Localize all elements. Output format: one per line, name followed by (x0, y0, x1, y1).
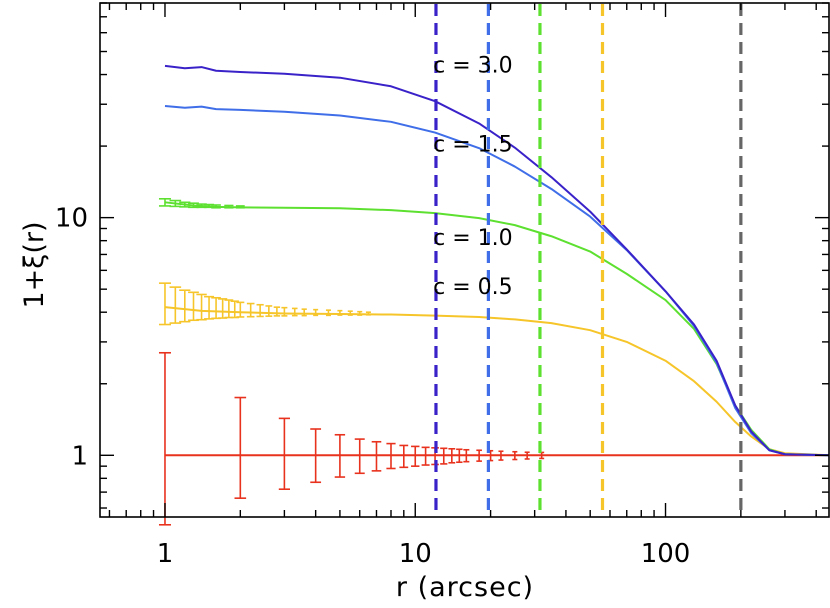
error-bar (211, 204, 221, 209)
error-bar (235, 205, 245, 209)
vertical-markers (434, 4, 743, 516)
error-bar (291, 307, 298, 317)
error-bar (281, 306, 288, 317)
series-line-c-1-5 (164, 104, 830, 457)
series-line-c-3-0 (164, 64, 830, 457)
error-bar (524, 451, 530, 460)
error-bars (158, 198, 545, 526)
error-bar (421, 446, 430, 466)
error-bar (440, 447, 448, 465)
series-label: c = 1.0 (433, 226, 513, 251)
error-bar (399, 444, 409, 469)
tick-labels: 1 10 100 1 10 (55, 204, 690, 569)
error-bar (448, 447, 456, 464)
error-bar (354, 438, 365, 475)
series-label: c = 1.5 (433, 133, 513, 158)
series-labels: c = 3.0 c = 1.5 c = 1.0 c = 0.5 (433, 54, 513, 300)
error-bar (158, 198, 171, 207)
x-tick-label: 1 (157, 539, 174, 569)
series-label: c = 3.0 (433, 54, 513, 79)
x-tick-label: 10 (399, 539, 432, 569)
error-bar (196, 293, 207, 321)
series-label: c = 0.5 (433, 275, 513, 300)
error-bar (325, 309, 331, 317)
error-bar (357, 310, 363, 316)
error-bar (498, 450, 504, 461)
error-bar (188, 291, 199, 322)
error-bar (334, 433, 346, 478)
error-bar (371, 440, 382, 472)
error-bar (158, 351, 171, 526)
error-bar (265, 305, 273, 317)
error-bar (236, 301, 245, 318)
y-axis-label: 1+ξ(r) (19, 221, 50, 308)
error-bar (463, 448, 470, 463)
x-tick-label: 100 (641, 539, 691, 569)
error-bar (158, 282, 171, 326)
error-bar (301, 308, 307, 317)
error-bar (234, 396, 247, 499)
error-bar (211, 296, 221, 320)
error-bar (256, 303, 264, 318)
error-bar (386, 442, 396, 470)
series-line-c-0-5 (164, 306, 830, 457)
error-bar (310, 428, 322, 484)
error-bar (512, 450, 518, 461)
x-axis-label: r (arcsec) (396, 572, 534, 603)
error-bar (456, 448, 463, 464)
error-bar (204, 295, 215, 320)
plot-frame (99, 2, 830, 518)
error-bar (246, 302, 255, 318)
error-bar (347, 310, 353, 316)
error-bar (218, 298, 228, 319)
error-bar (169, 286, 182, 324)
axes (99, 2, 830, 518)
error-bar (278, 417, 290, 491)
error-bar (230, 300, 239, 319)
error-bar (365, 311, 371, 316)
error-bar (179, 289, 191, 323)
error-bar (224, 299, 234, 319)
error-bar (273, 306, 281, 317)
error-bar (224, 204, 234, 209)
error-bar (476, 449, 482, 462)
error-bar (313, 308, 319, 317)
error-bar (411, 445, 420, 467)
y-tick-label: 1 (71, 441, 88, 471)
plot-area: 1 10 100 1 10 c = 3.0 c = 1.5 c = 1.0 c = 0.5 (55, 2, 830, 569)
error-bar (337, 309, 343, 316)
series-lines (164, 64, 830, 457)
y-tick-label: 10 (55, 204, 88, 234)
